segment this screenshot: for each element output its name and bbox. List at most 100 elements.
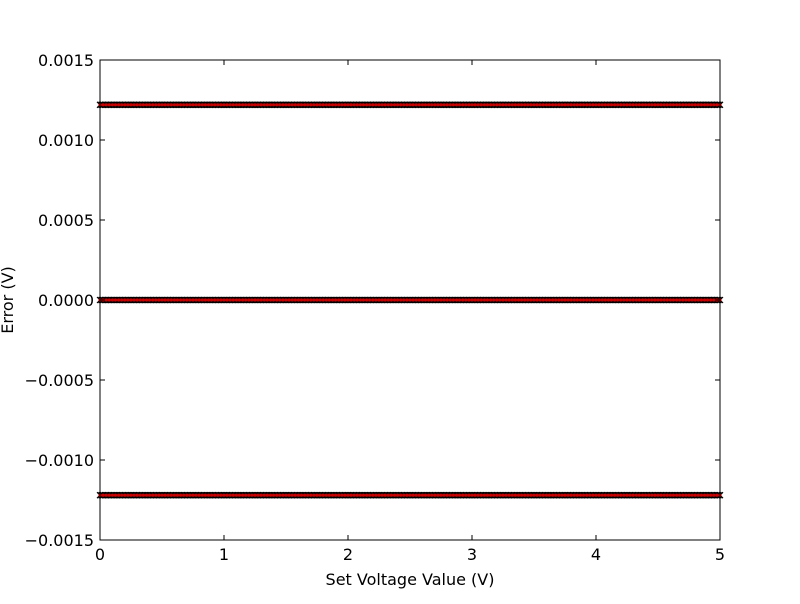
data-point-dot bbox=[120, 103, 124, 107]
data-point-dot bbox=[157, 298, 161, 302]
data-point-dot bbox=[374, 103, 378, 107]
data-point-dot bbox=[163, 298, 167, 302]
data-point-dot bbox=[414, 493, 418, 497]
data-point-dot bbox=[551, 493, 555, 497]
data-point-dot bbox=[318, 103, 322, 107]
data-point-dot bbox=[104, 298, 108, 302]
data-point-dot bbox=[324, 103, 328, 107]
data-point-dot bbox=[647, 493, 651, 497]
data-point-dot bbox=[405, 298, 409, 302]
data-point-dot bbox=[408, 103, 412, 107]
data-point-dot bbox=[439, 298, 443, 302]
data-point-dot bbox=[374, 493, 378, 497]
data-point-dot bbox=[129, 298, 133, 302]
data-point-dot bbox=[262, 493, 266, 497]
data-point-dot bbox=[396, 298, 400, 302]
data-point-dot bbox=[262, 298, 266, 302]
data-point-dot bbox=[529, 103, 533, 107]
data-point-dot bbox=[659, 103, 663, 107]
y-tick-label: 0.0000 bbox=[38, 291, 94, 310]
data-point-dot bbox=[591, 493, 595, 497]
data-point-dot bbox=[650, 298, 654, 302]
data-point-dot bbox=[513, 493, 518, 497]
data-point-dot bbox=[498, 103, 502, 107]
data-point-dot bbox=[306, 103, 310, 107]
data-point-dot bbox=[123, 103, 127, 107]
data-point-dot bbox=[557, 493, 561, 497]
data-point-dot bbox=[498, 298, 502, 302]
data-point-dot bbox=[172, 103, 176, 107]
data-point-dot bbox=[299, 493, 304, 497]
data-point-dot bbox=[374, 298, 378, 302]
data-point-dot bbox=[613, 103, 617, 107]
data-point-dot bbox=[513, 298, 518, 302]
data-point-dot bbox=[665, 298, 669, 302]
x-tick-label: 0 bbox=[95, 545, 105, 564]
data-point-dot bbox=[656, 103, 660, 107]
data-point-dot bbox=[287, 103, 291, 107]
data-point-dot bbox=[696, 103, 700, 107]
data-point-dot bbox=[268, 298, 273, 302]
data-point-dot bbox=[278, 493, 282, 497]
data-point-dot bbox=[306, 298, 310, 302]
data-point-dot bbox=[544, 103, 549, 107]
data-point-dot bbox=[383, 298, 387, 302]
series-dot-markers bbox=[98, 103, 722, 497]
data-point-dot bbox=[237, 493, 242, 497]
data-point-dot bbox=[411, 103, 415, 107]
data-point-dot bbox=[709, 103, 713, 107]
data-point-dot bbox=[715, 493, 719, 497]
data-point-dot bbox=[151, 103, 155, 107]
data-point-dot bbox=[194, 298, 198, 302]
data-point-dot bbox=[489, 298, 493, 302]
data-point-dot bbox=[547, 298, 552, 302]
data-point-dot bbox=[616, 298, 620, 302]
data-point-dot bbox=[175, 493, 180, 497]
data-point-dot bbox=[569, 493, 573, 497]
data-point-dot bbox=[172, 298, 176, 302]
data-point-dot bbox=[687, 493, 691, 497]
data-point-dot bbox=[448, 103, 452, 107]
data-point-dot bbox=[253, 103, 257, 107]
data-point-dot bbox=[417, 493, 421, 497]
data-point-dot bbox=[175, 103, 180, 107]
data-point-dot bbox=[458, 298, 462, 302]
data-point-dot bbox=[185, 493, 189, 497]
data-point-dot bbox=[135, 298, 139, 302]
data-point-dot bbox=[303, 493, 307, 497]
data-point-dot bbox=[203, 298, 207, 302]
data-point-dot bbox=[485, 298, 490, 302]
data-point-dot bbox=[306, 493, 310, 497]
data-point-dot bbox=[609, 493, 614, 497]
data-point-dot bbox=[371, 298, 375, 302]
data-point-dot bbox=[191, 493, 195, 497]
data-point-dot bbox=[464, 103, 468, 107]
data-point-dot bbox=[371, 103, 375, 107]
data-point-dot bbox=[268, 103, 273, 107]
data-point-dot bbox=[461, 298, 465, 302]
data-point-dot bbox=[256, 103, 260, 107]
data-point-dot bbox=[278, 298, 282, 302]
data-point-dot bbox=[399, 493, 403, 497]
data-point-dot bbox=[668, 103, 673, 107]
data-point-dot bbox=[591, 103, 595, 107]
data-point-dot bbox=[634, 493, 638, 497]
data-point-dot bbox=[213, 103, 217, 107]
data-point-dot bbox=[454, 298, 459, 302]
x-tick-label: 3 bbox=[467, 545, 477, 564]
data-point-dot bbox=[330, 103, 335, 107]
data-point-dot bbox=[287, 493, 291, 497]
data-point-dot bbox=[572, 493, 576, 497]
data-point-dot bbox=[681, 493, 685, 497]
data-point-dot bbox=[259, 298, 263, 302]
data-point-dot bbox=[578, 103, 583, 107]
data-point-dot bbox=[684, 493, 688, 497]
data-point-dot bbox=[138, 298, 142, 302]
data-point-dot bbox=[628, 298, 632, 302]
data-point-dot bbox=[222, 103, 226, 107]
data-point-dot bbox=[315, 103, 319, 107]
data-point-dot bbox=[712, 493, 716, 497]
data-point-dot bbox=[365, 493, 369, 497]
data-point-dot bbox=[160, 298, 164, 302]
data-point-dot bbox=[402, 103, 406, 107]
